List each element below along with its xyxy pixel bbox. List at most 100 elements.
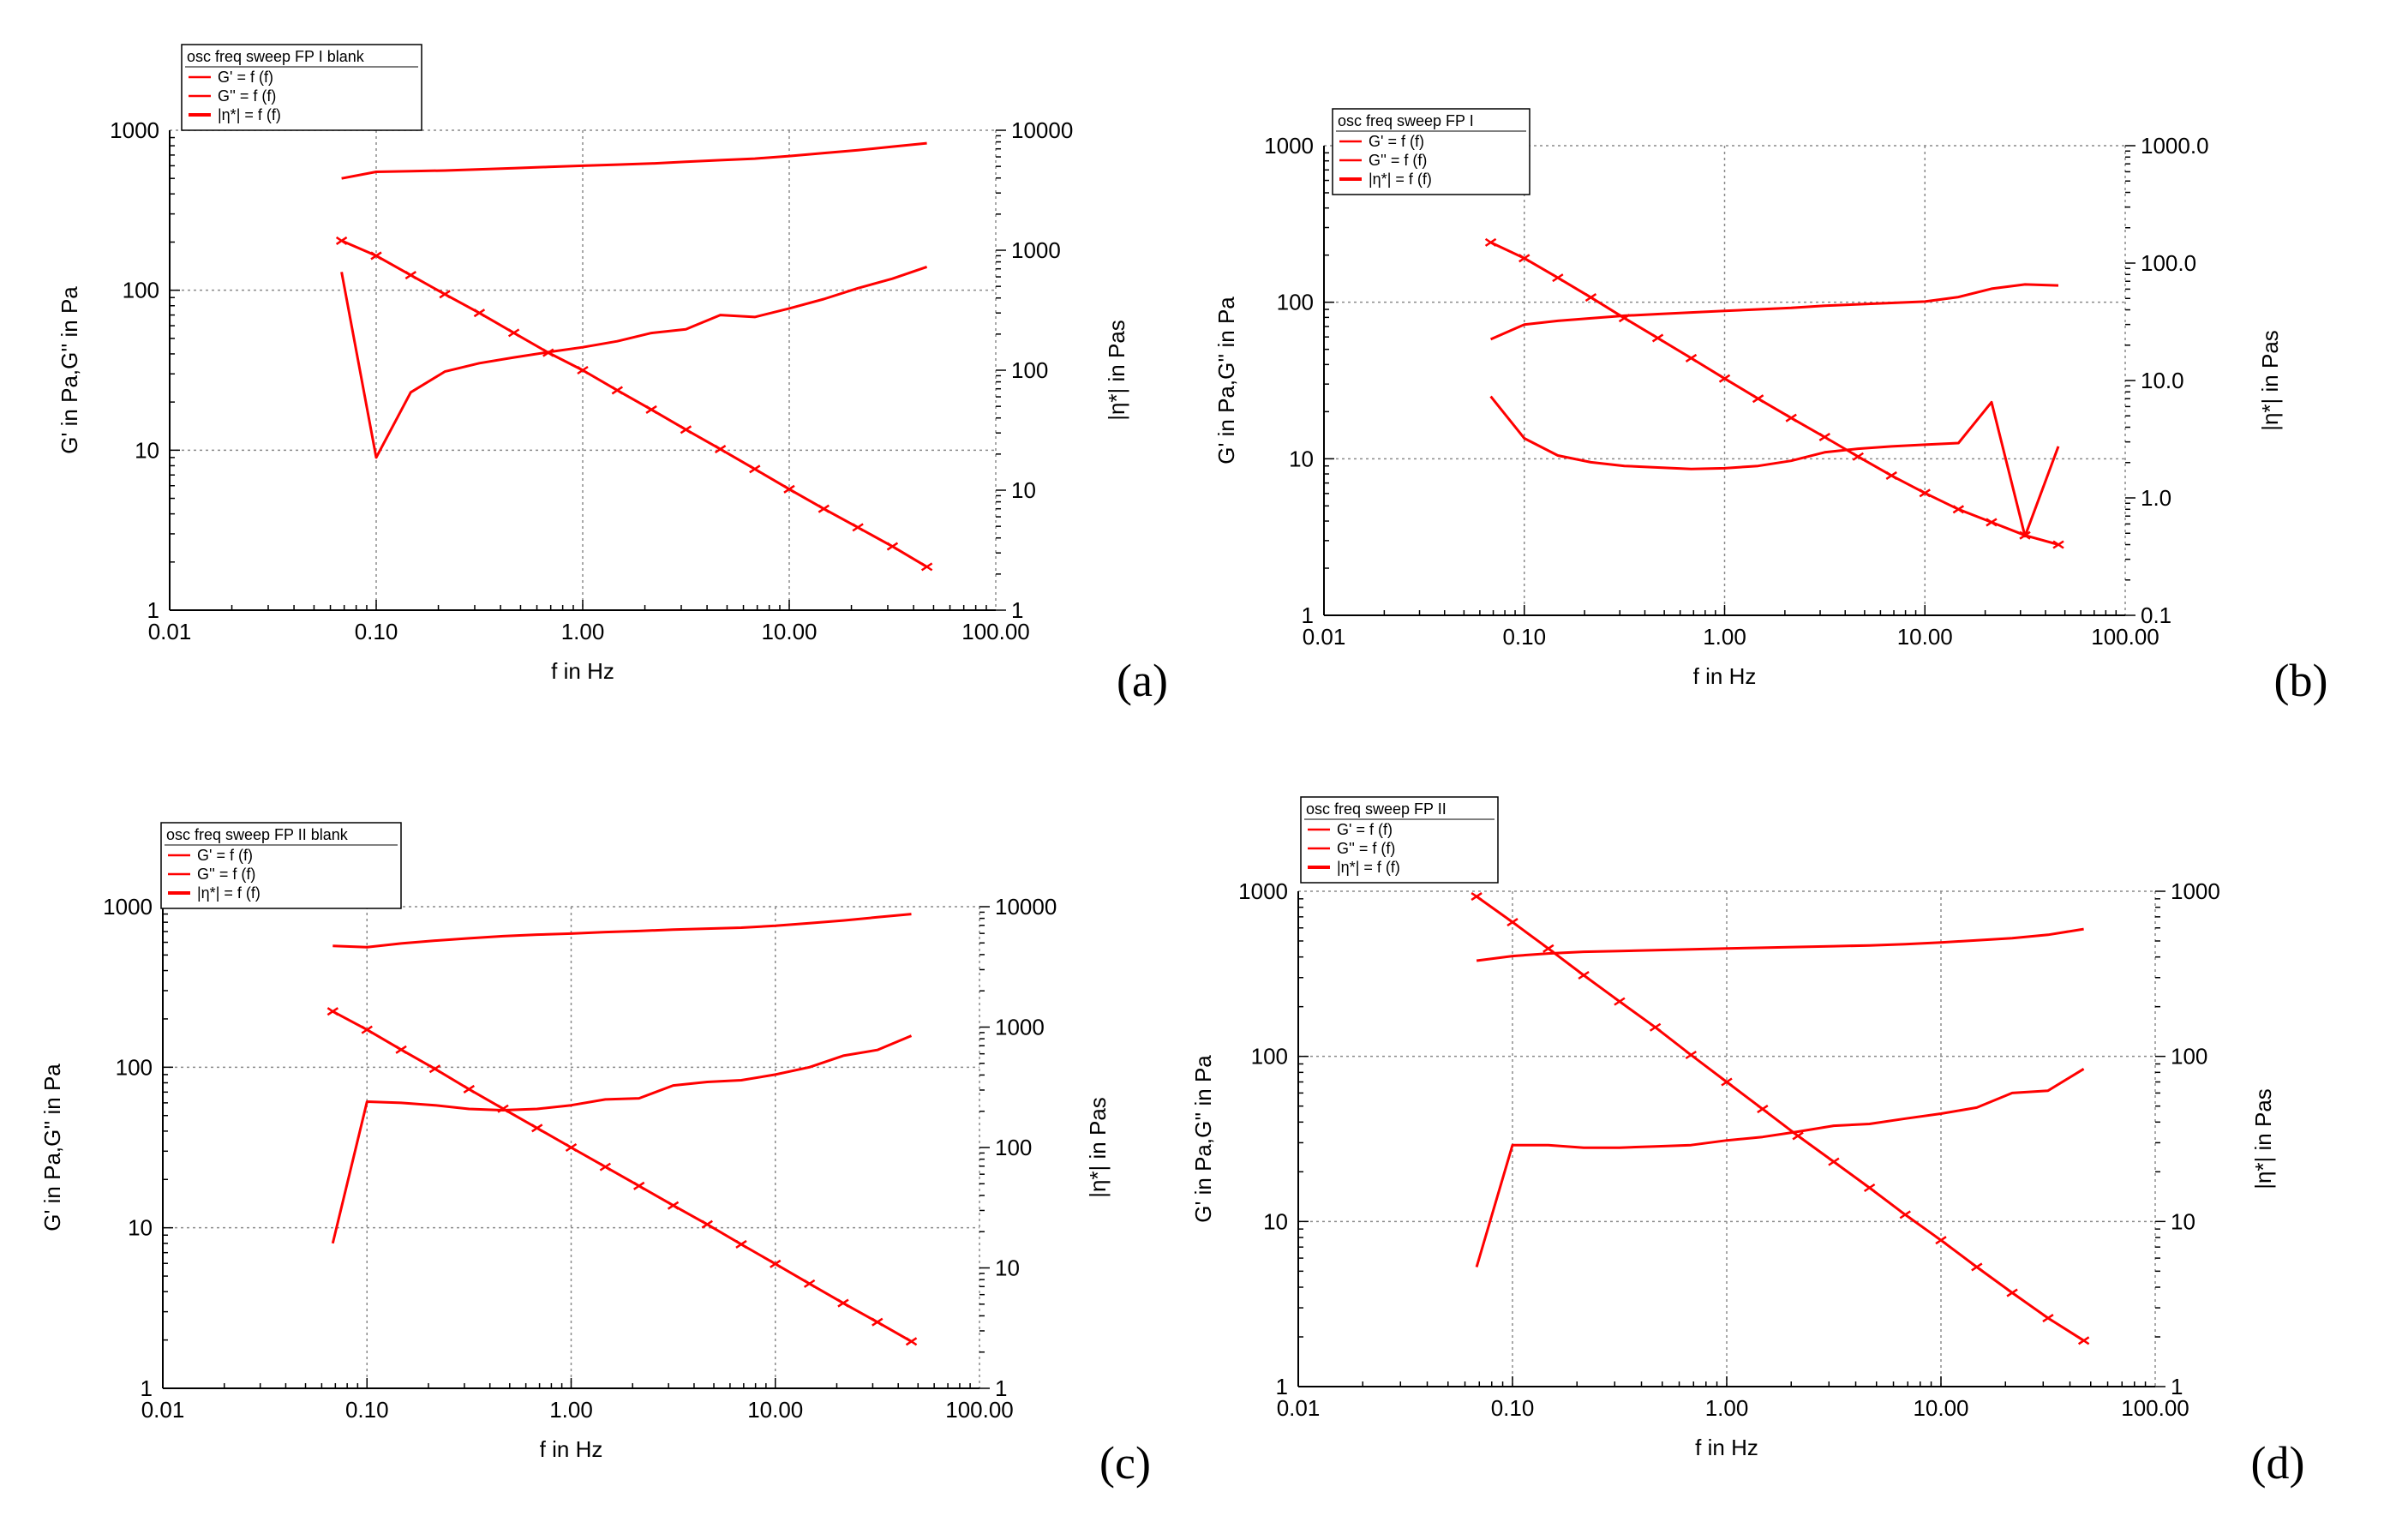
series-line-complex-viscosity (341, 239, 928, 568)
data-point-marker (1552, 273, 1564, 283)
legend-box (160, 822, 402, 909)
data-point-marker (818, 504, 830, 513)
y2-tick-label: 1 (995, 1375, 1007, 1401)
data-point-marker (886, 542, 899, 551)
data-point-marker (404, 271, 417, 280)
y-tick-label: 1 (147, 597, 159, 623)
data-point-marker (611, 386, 624, 395)
data-point-marker (1721, 1077, 1733, 1087)
series-line-complex-viscosity (1476, 895, 2085, 1342)
legend-entry: |η*| = f (f) (218, 106, 281, 123)
y2-tick-label: 1000 (995, 1015, 1045, 1040)
y-tick-label: 100 (123, 278, 159, 303)
data-point-marker (1757, 1105, 1769, 1114)
legend-entry: G'' = f (f) (1369, 152, 1427, 169)
legend: osc freq sweep FP II G' = f (f) G'' = f (f… (1300, 796, 1499, 884)
series-line-complex-viscosity (332, 1010, 913, 1343)
y-axis-label: G' in Pa,G'' in Pa (1213, 297, 1239, 464)
y2-tick-label: 1000 (2171, 878, 2220, 904)
x-tick-label: 1.00 (549, 1397, 593, 1423)
data-point-marker (1952, 505, 1965, 514)
data-point-marker (507, 328, 520, 338)
x-tick-label: 0.10 (1491, 1395, 1535, 1421)
data-point-marker (714, 445, 727, 454)
x-tick-label: 10.00 (747, 1397, 803, 1423)
panel-label: (d) (2251, 1437, 2305, 1489)
data-point-marker (783, 484, 795, 494)
legend-entry: |η*| = f (f) (197, 884, 261, 902)
legend-title: osc freq sweep FP I (1338, 112, 1474, 129)
chart-panel-b: 0.01 0.10 1.00 10.00 100.00 1 10 100 1000 0.1 1.0 1… (1213, 108, 2328, 706)
series-line-storage-modulus (341, 141, 927, 180)
data-point-marker (1828, 1157, 1840, 1166)
panel-label: (c) (1099, 1437, 1151, 1489)
y2-tick-label: 10000 (1011, 117, 1073, 143)
data-point-marker (1685, 353, 1698, 363)
y2-tick-label: 1.0 (2141, 485, 2171, 511)
chart-panel-a: 0.01 0.10 1.00 10.00 100.0011010010001101001… (57, 44, 1168, 706)
data-point-marker (1852, 452, 1864, 461)
series-line-storage-modulus (1489, 283, 2059, 341)
data-point-marker (531, 1124, 543, 1133)
data-point-marker (1578, 970, 1590, 980)
series-line-storage-modulus (332, 913, 912, 949)
y-tick-label: 10 (128, 1215, 153, 1241)
data-point-marker (1785, 413, 1797, 422)
data-point-marker (803, 1279, 816, 1288)
data-point-marker (428, 1064, 441, 1074)
y-axis-label: G' in Pa,G'' in Pa (1190, 1055, 1216, 1223)
data-point-marker (701, 1219, 713, 1229)
legend-title: osc freq sweep FP II blank (166, 826, 349, 843)
y2-tick-label: 1 (1011, 597, 1023, 623)
y2-axis-label: |η*| in Pas (2257, 330, 2283, 431)
x-tick-label: 100.00 (961, 619, 1030, 644)
y-tick-label: 1000 (1238, 878, 1288, 904)
data-point-marker (1818, 432, 1830, 442)
data-point-marker (852, 523, 864, 532)
data-point-marker (645, 404, 657, 414)
x-axis-label: f in Hz (1695, 1435, 1758, 1460)
y2-tick-label: 100.0 (2141, 250, 2196, 276)
data-point-marker (905, 1337, 918, 1346)
y2-tick-label: 100 (2171, 1044, 2207, 1070)
data-point-marker (1718, 374, 1731, 383)
panel-label: (b) (2274, 655, 2328, 706)
x-axis-label: f in Hz (1693, 663, 1757, 689)
data-point-marker (2077, 1336, 2090, 1345)
legend-entry: |η*| = f (f) (1369, 171, 1432, 188)
legend-entry: G' = f (f) (197, 847, 253, 864)
data-point-marker (395, 1045, 407, 1054)
data-point-marker (2052, 540, 2064, 549)
legend: osc freq sweep FP II blank G' = f (f) G'' … (160, 822, 402, 909)
y-tick-label: 1 (141, 1375, 153, 1401)
data-point-marker (473, 309, 486, 318)
data-point-marker (1863, 1183, 1876, 1193)
y2-tick-label: 10000 (995, 894, 1057, 920)
data-point-marker (463, 1084, 475, 1094)
data-point-marker (1614, 997, 1626, 1006)
data-point-marker (1792, 1131, 1804, 1141)
y2-tick-label: 1000.0 (2141, 133, 2209, 159)
legend-box (1332, 108, 1530, 195)
data-point-marker (1484, 237, 1497, 247)
legend-entry: G' = f (f) (1369, 133, 1424, 150)
data-point-marker (577, 365, 589, 375)
data-point-marker (335, 236, 348, 245)
x-tick-label: 10.00 (1897, 624, 1953, 650)
y2-tick-label: 10.0 (2141, 368, 2184, 393)
data-point-marker (633, 1181, 645, 1190)
x-tick-label: 0.01 (1277, 1395, 1321, 1421)
data-point-marker (599, 1162, 612, 1171)
data-point-marker (749, 464, 761, 474)
series-line-loss-modulus (331, 1034, 913, 1244)
y-tick-label: 10 (135, 437, 159, 463)
y2-tick-label: 1000 (1011, 237, 1061, 263)
data-point-marker (542, 348, 554, 357)
x-tick-label: 0.10 (1502, 624, 1546, 650)
data-point-marker (872, 1317, 884, 1327)
data-point-marker (1685, 1050, 1697, 1060)
data-point-marker (1506, 918, 1518, 927)
y-tick-label: 1000 (110, 117, 159, 143)
data-point-marker (1899, 1210, 1911, 1219)
